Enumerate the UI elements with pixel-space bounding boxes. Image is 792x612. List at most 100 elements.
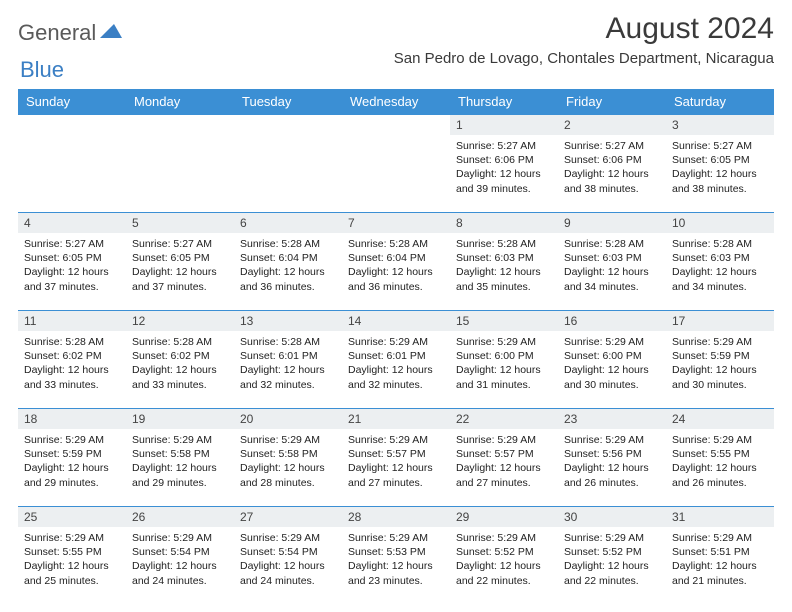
- day-details: Sunrise: 5:29 AMSunset: 5:57 PMDaylight:…: [450, 429, 558, 494]
- day-number: 24: [666, 409, 774, 429]
- calendar-cell: 27Sunrise: 5:29 AMSunset: 5:54 PMDayligh…: [234, 507, 342, 605]
- day-details: Sunrise: 5:28 AMSunset: 6:03 PMDaylight:…: [558, 233, 666, 298]
- day-details: Sunrise: 5:29 AMSunset: 5:52 PMDaylight:…: [558, 527, 666, 592]
- calendar-cell: 18Sunrise: 5:29 AMSunset: 5:59 PMDayligh…: [18, 409, 126, 507]
- day-number: 16: [558, 311, 666, 331]
- day-header: Wednesday: [342, 89, 450, 115]
- calendar-row: 25Sunrise: 5:29 AMSunset: 5:55 PMDayligh…: [18, 507, 774, 605]
- day-details: Sunrise: 5:27 AMSunset: 6:06 PMDaylight:…: [450, 135, 558, 200]
- day-number: 17: [666, 311, 774, 331]
- calendar-cell: [234, 115, 342, 213]
- calendar-cell: 1Sunrise: 5:27 AMSunset: 6:06 PMDaylight…: [450, 115, 558, 213]
- logo: General: [18, 20, 122, 46]
- day-details: Sunrise: 5:28 AMSunset: 6:03 PMDaylight:…: [450, 233, 558, 298]
- calendar-cell: 14Sunrise: 5:29 AMSunset: 6:01 PMDayligh…: [342, 311, 450, 409]
- calendar-cell: 30Sunrise: 5:29 AMSunset: 5:52 PMDayligh…: [558, 507, 666, 605]
- calendar-row: 4Sunrise: 5:27 AMSunset: 6:05 PMDaylight…: [18, 213, 774, 311]
- logo-text-general: General: [18, 20, 96, 46]
- day-details: Sunrise: 5:29 AMSunset: 5:51 PMDaylight:…: [666, 527, 774, 592]
- location-text: San Pedro de Lovago, Chontales Departmen…: [394, 50, 774, 67]
- day-details: Sunrise: 5:29 AMSunset: 6:01 PMDaylight:…: [342, 331, 450, 396]
- day-details: Sunrise: 5:29 AMSunset: 6:00 PMDaylight:…: [558, 331, 666, 396]
- day-details: Sunrise: 5:29 AMSunset: 5:58 PMDaylight:…: [234, 429, 342, 494]
- day-number: 27: [234, 507, 342, 527]
- calendar-cell: 28Sunrise: 5:29 AMSunset: 5:53 PMDayligh…: [342, 507, 450, 605]
- day-number: 31: [666, 507, 774, 527]
- day-details: Sunrise: 5:29 AMSunset: 5:53 PMDaylight:…: [342, 527, 450, 592]
- logo-triangle-icon: [100, 22, 122, 45]
- calendar-cell: 2Sunrise: 5:27 AMSunset: 6:06 PMDaylight…: [558, 115, 666, 213]
- calendar-body: 1Sunrise: 5:27 AMSunset: 6:06 PMDaylight…: [18, 115, 774, 605]
- day-header: Thursday: [450, 89, 558, 115]
- day-details: Sunrise: 5:27 AMSunset: 6:05 PMDaylight:…: [18, 233, 126, 298]
- calendar-cell: 15Sunrise: 5:29 AMSunset: 6:00 PMDayligh…: [450, 311, 558, 409]
- calendar-cell: 7Sunrise: 5:28 AMSunset: 6:04 PMDaylight…: [342, 213, 450, 311]
- calendar-cell: 16Sunrise: 5:29 AMSunset: 6:00 PMDayligh…: [558, 311, 666, 409]
- day-number: 15: [450, 311, 558, 331]
- day-details: Sunrise: 5:28 AMSunset: 6:02 PMDaylight:…: [18, 331, 126, 396]
- day-number: 11: [18, 311, 126, 331]
- day-number: 9: [558, 213, 666, 233]
- day-number: 4: [18, 213, 126, 233]
- day-details: Sunrise: 5:28 AMSunset: 6:02 PMDaylight:…: [126, 331, 234, 396]
- day-number: 23: [558, 409, 666, 429]
- day-details: Sunrise: 5:29 AMSunset: 5:57 PMDaylight:…: [342, 429, 450, 494]
- day-number: 18: [18, 409, 126, 429]
- day-details: Sunrise: 5:27 AMSunset: 6:05 PMDaylight:…: [666, 135, 774, 200]
- day-details: Sunrise: 5:29 AMSunset: 5:55 PMDaylight:…: [666, 429, 774, 494]
- day-header: Monday: [126, 89, 234, 115]
- day-details: Sunrise: 5:28 AMSunset: 6:01 PMDaylight:…: [234, 331, 342, 396]
- day-number: 3: [666, 115, 774, 135]
- calendar-cell: 25Sunrise: 5:29 AMSunset: 5:55 PMDayligh…: [18, 507, 126, 605]
- day-number: 13: [234, 311, 342, 331]
- day-details: Sunrise: 5:29 AMSunset: 5:54 PMDaylight:…: [126, 527, 234, 592]
- calendar-cell: 8Sunrise: 5:28 AMSunset: 6:03 PMDaylight…: [450, 213, 558, 311]
- day-details: Sunrise: 5:29 AMSunset: 5:52 PMDaylight:…: [450, 527, 558, 592]
- calendar-cell: 23Sunrise: 5:29 AMSunset: 5:56 PMDayligh…: [558, 409, 666, 507]
- day-number: 25: [18, 507, 126, 527]
- calendar-cell: 10Sunrise: 5:28 AMSunset: 6:03 PMDayligh…: [666, 213, 774, 311]
- day-number: 7: [342, 213, 450, 233]
- day-details: Sunrise: 5:29 AMSunset: 5:54 PMDaylight:…: [234, 527, 342, 592]
- calendar-cell: [18, 115, 126, 213]
- logo-text-blue: Blue: [20, 57, 64, 82]
- day-number: 22: [450, 409, 558, 429]
- calendar-cell: 11Sunrise: 5:28 AMSunset: 6:02 PMDayligh…: [18, 311, 126, 409]
- calendar-cell: [342, 115, 450, 213]
- day-number: 2: [558, 115, 666, 135]
- calendar-cell: 26Sunrise: 5:29 AMSunset: 5:54 PMDayligh…: [126, 507, 234, 605]
- day-number: 26: [126, 507, 234, 527]
- calendar-cell: 29Sunrise: 5:29 AMSunset: 5:52 PMDayligh…: [450, 507, 558, 605]
- day-number: 14: [342, 311, 450, 331]
- calendar-cell: 19Sunrise: 5:29 AMSunset: 5:58 PMDayligh…: [126, 409, 234, 507]
- day-number: 28: [342, 507, 450, 527]
- calendar-cell: 31Sunrise: 5:29 AMSunset: 5:51 PMDayligh…: [666, 507, 774, 605]
- day-details: Sunrise: 5:29 AMSunset: 5:55 PMDaylight:…: [18, 527, 126, 592]
- day-details: Sunrise: 5:28 AMSunset: 6:04 PMDaylight:…: [234, 233, 342, 298]
- calendar-cell: 9Sunrise: 5:28 AMSunset: 6:03 PMDaylight…: [558, 213, 666, 311]
- calendar-head: SundayMondayTuesdayWednesdayThursdayFrid…: [18, 89, 774, 115]
- day-number: 30: [558, 507, 666, 527]
- calendar-row: 1Sunrise: 5:27 AMSunset: 6:06 PMDaylight…: [18, 115, 774, 213]
- calendar-row: 11Sunrise: 5:28 AMSunset: 6:02 PMDayligh…: [18, 311, 774, 409]
- day-number: 29: [450, 507, 558, 527]
- calendar-row: 18Sunrise: 5:29 AMSunset: 5:59 PMDayligh…: [18, 409, 774, 507]
- day-details: Sunrise: 5:28 AMSunset: 6:04 PMDaylight:…: [342, 233, 450, 298]
- calendar-cell: 5Sunrise: 5:27 AMSunset: 6:05 PMDaylight…: [126, 213, 234, 311]
- calendar-cell: 4Sunrise: 5:27 AMSunset: 6:05 PMDaylight…: [18, 213, 126, 311]
- calendar-cell: 20Sunrise: 5:29 AMSunset: 5:58 PMDayligh…: [234, 409, 342, 507]
- day-number: 6: [234, 213, 342, 233]
- day-header: Saturday: [666, 89, 774, 115]
- day-details: Sunrise: 5:27 AMSunset: 6:05 PMDaylight:…: [126, 233, 234, 298]
- day-details: Sunrise: 5:28 AMSunset: 6:03 PMDaylight:…: [666, 233, 774, 298]
- day-header: Sunday: [18, 89, 126, 115]
- day-header: Tuesday: [234, 89, 342, 115]
- day-number: 21: [342, 409, 450, 429]
- calendar-cell: 6Sunrise: 5:28 AMSunset: 6:04 PMDaylight…: [234, 213, 342, 311]
- day-number: 10: [666, 213, 774, 233]
- day-header: Friday: [558, 89, 666, 115]
- calendar-cell: 13Sunrise: 5:28 AMSunset: 6:01 PMDayligh…: [234, 311, 342, 409]
- calendar-cell: 3Sunrise: 5:27 AMSunset: 6:05 PMDaylight…: [666, 115, 774, 213]
- day-number: 20: [234, 409, 342, 429]
- day-details: Sunrise: 5:29 AMSunset: 5:58 PMDaylight:…: [126, 429, 234, 494]
